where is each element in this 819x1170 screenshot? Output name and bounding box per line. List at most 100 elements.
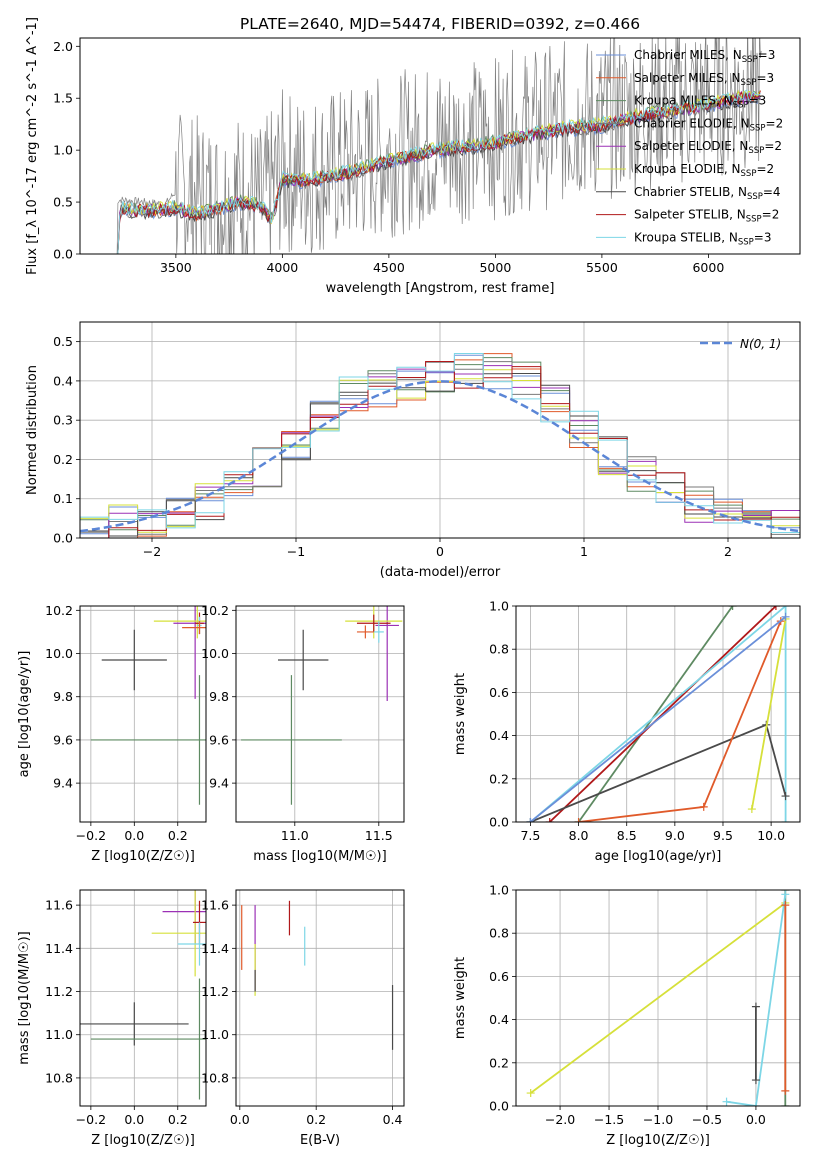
x-axis-label: (data-model)/error <box>380 565 501 580</box>
residuals-panel: N(0, 1) −2 −1 0 1 2 0.0 0.1 0.2 0.3 0.4 0.5 (data-mo… <box>25 321 801 580</box>
weight-line <box>751 618 787 810</box>
x-tick-label: 8.0 <box>569 828 589 843</box>
x-tick-label: −0.2 <box>76 828 106 843</box>
y-tick-label: 0.5 <box>53 195 73 210</box>
histogram-step <box>80 373 800 538</box>
x-tick-label: 1 <box>580 544 588 559</box>
x-tick-label: 0.2 <box>306 1112 326 1127</box>
legend-label: Salpeter STELIB, NSSP=2 <box>634 208 779 225</box>
y-tick-label: 11.2 <box>201 984 229 999</box>
y-axis-label: mass weight <box>453 673 468 755</box>
y-tick-label: 11.0 <box>201 1027 229 1042</box>
y-tick-label: 2.0 <box>53 39 73 54</box>
y-tick-label: 9.6 <box>53 732 73 747</box>
y-axis-label: mass weight <box>453 957 468 1039</box>
y-tick-label: 11.2 <box>45 984 73 999</box>
legend: N(0, 1) <box>700 337 781 351</box>
x-tick-label: −1 <box>287 544 305 559</box>
mass_weight_vs_age-plot-area <box>526 606 790 822</box>
y-tick-label: 0.1 <box>53 491 73 506</box>
point-marker <box>781 890 790 899</box>
point-marker <box>781 901 790 910</box>
x-tick-label: 9.5 <box>713 828 733 843</box>
x-tick-label: 0.4 <box>383 1112 403 1127</box>
y-tick-label: 10.2 <box>45 603 73 618</box>
x-tick-label: 5000 <box>479 260 511 275</box>
mass_weight_vs_Z-panel: −2.0 −1.5 −1.0 −0.5 0.0 0.0 0.2 0.4 0.6 0.8 1.0 Z [… <box>453 883 801 1148</box>
residuals-plot-area <box>80 353 800 538</box>
x-tick-label: 6000 <box>692 260 724 275</box>
age_vs_Z-plot-area <box>90 606 206 805</box>
y-tick-label: 10.8 <box>201 1070 229 1085</box>
age_vs_Z-panel: −0.2 0.0 0.2 9.4 9.6 9.8 10.0 10.2 Z [log10(Z/Z☉… <box>17 603 207 864</box>
y-tick-label: 11.4 <box>201 941 229 956</box>
weight-line <box>530 902 786 1094</box>
y-tick-label: 1.0 <box>53 143 73 158</box>
y-tick-label: 0.2 <box>489 1055 509 1070</box>
y-tick-label: 9.4 <box>53 776 73 791</box>
y-tick-label: 0.0 <box>53 531 73 546</box>
x-axis-label: wavelength [Angstrom, rest frame] <box>326 281 555 296</box>
y-tick-label: 0.8 <box>489 642 509 657</box>
x-axis-label: age [log10(age/yr)] <box>595 849 722 864</box>
mass_vs_EBV-panel: 0.0 0.2 0.4 10.8 11.0 11.2 11.4 11.6 E(B-V) <box>201 889 405 1148</box>
x-tick-label: −0.5 <box>692 1112 722 1127</box>
y-tick-label: 0.6 <box>489 969 509 984</box>
x-tick-label: 11.0 <box>281 828 309 843</box>
x-axis-label: E(B-V) <box>300 1133 340 1148</box>
point-marker <box>545 818 554 822</box>
histogram-step <box>80 361 800 538</box>
x-axis-label: Z [log10(Z/Z☉)] <box>91 1133 195 1148</box>
x-tick-label: 0.0 <box>746 1112 766 1127</box>
x-tick-label: 0.2 <box>168 1112 188 1127</box>
y-tick-label: 10.0 <box>201 646 229 661</box>
y-tick-label: 1.0 <box>489 599 509 614</box>
weight-line <box>577 606 734 822</box>
y-tick-label: 0.2 <box>53 452 73 467</box>
x-tick-label: 0 <box>436 544 444 559</box>
legend-label: Salpeter MILES, NSSP=3 <box>634 71 774 88</box>
x-tick-label: 0.0 <box>230 1112 250 1127</box>
y-tick-label: 10.0 <box>45 646 73 661</box>
x-tick-label: −2.0 <box>545 1112 575 1127</box>
point-marker <box>781 792 790 801</box>
age_vs_Z-frame <box>79 605 207 823</box>
y-tick-label: 0.0 <box>489 1099 509 1114</box>
point-marker <box>526 1089 535 1098</box>
mass_weight_vs_age-frame <box>515 605 801 823</box>
mass_vs_Z-plot-area <box>80 890 206 1100</box>
x-tick-label: 7.5 <box>520 828 540 843</box>
x-axis-label: Z [log10(Z/Z☉)] <box>91 849 195 864</box>
weight-line <box>726 894 787 1106</box>
y-tick-label: 0.2 <box>489 771 509 786</box>
y-tick-label: 10.2 <box>201 603 229 618</box>
legend-label: Kroupa ELODIE, NSSP=2 <box>634 162 774 179</box>
point-marker <box>699 802 708 811</box>
legend-label: Chabrier MILES, NSSP=3 <box>634 48 775 65</box>
x-tick-label: 10.0 <box>757 828 785 843</box>
point-marker <box>751 1076 760 1085</box>
point-marker <box>781 818 790 822</box>
weight-line <box>530 723 787 822</box>
x-tick-label: 4000 <box>266 260 298 275</box>
model-line <box>116 90 761 254</box>
spectrum-plot-area <box>116 38 762 254</box>
legend-label: N(0, 1) <box>740 337 781 351</box>
legend-label: Kroupa STELIB, NSSP=3 <box>634 230 772 247</box>
y-tick-label: 0.6 <box>489 685 509 700</box>
x-tick-label: −1.0 <box>643 1112 673 1127</box>
y-tick-label: 9.8 <box>209 689 229 704</box>
x-axis-label: mass [log10(M/M☉)] <box>253 849 386 864</box>
mass_vs_EBV-plot-area <box>241 900 394 1050</box>
point-marker <box>781 1102 790 1106</box>
y-tick-label: 9.8 <box>53 689 73 704</box>
point-marker <box>781 1086 790 1095</box>
y-axis-label: mass [log10(M/M☉)] <box>17 931 32 1064</box>
y-tick-label: 0.4 <box>53 373 73 388</box>
mass_weight_vs_age-panel: 7.5 8.0 8.5 9.0 9.5 10.0 0.0 0.2 0.4 0.6 0.8 1.0 age… <box>453 599 801 864</box>
y-axis-label: Normed distribution <box>25 365 40 495</box>
x-tick-label: 0.2 <box>168 828 188 843</box>
y-tick-label: 0.0 <box>53 247 73 262</box>
weight-line <box>529 606 787 822</box>
